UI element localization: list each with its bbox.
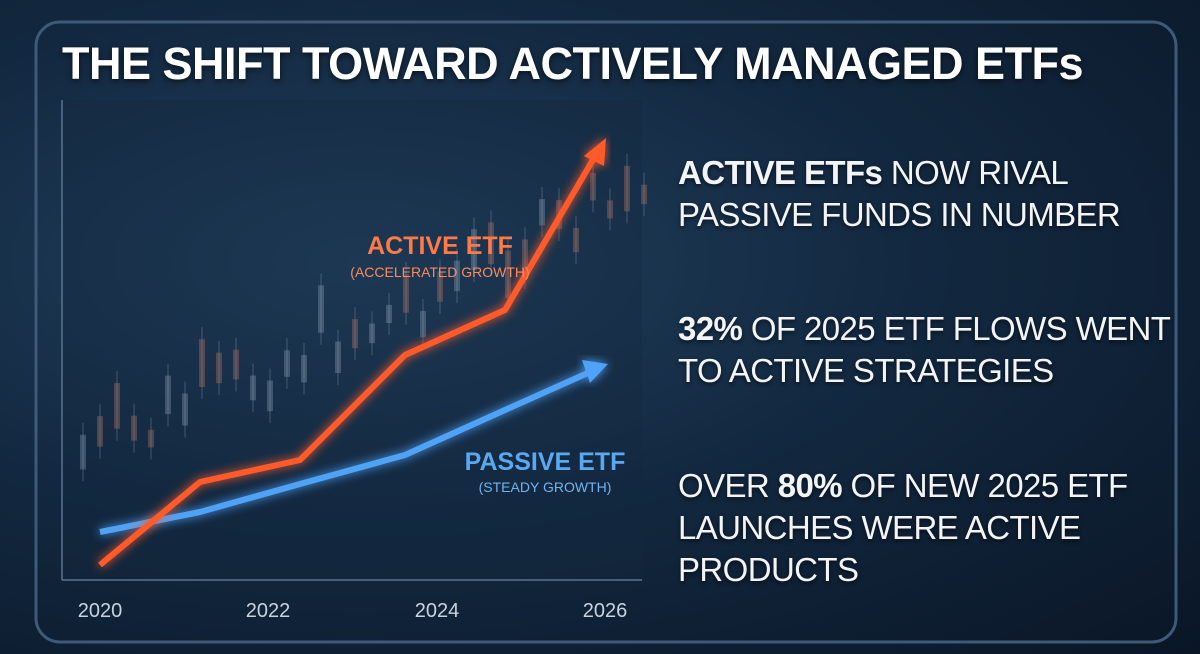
decor-candle: [488, 222, 494, 265]
point: ACTIVE ETFs NOW RIVAL PASSIVE FUNDS IN N…: [678, 152, 1178, 236]
decor-candle: [199, 339, 205, 388]
decor-candle: [97, 416, 103, 447]
active-note: (ACCELERATED GROWTH): [350, 264, 529, 280]
decor-candle: [420, 310, 426, 338]
point-text: OF NEW 2025 ETF LAUNCHES WERE ACTIVE PRO…: [678, 467, 1128, 588]
decor-candle: [250, 375, 256, 401]
decor-candle: [505, 250, 511, 299]
decor-candle: [335, 341, 341, 374]
decor-candle: [624, 165, 630, 212]
decor-candle: [165, 375, 171, 415]
x-label: 2022: [246, 600, 291, 622]
decor-candle: [607, 200, 613, 219]
passive-label: PASSIVE ETF: [465, 448, 626, 476]
x-label: 2024: [415, 600, 460, 622]
point-text: NOW RIVAL PASSIVE FUNDS IN NUMBER: [678, 154, 1121, 233]
decor-candles: [80, 153, 647, 482]
title: THE SHIFT TOWARD ACTIVELY MANAGED ETFs: [62, 38, 1084, 89]
active-label: ACTIVE ETF: [367, 232, 513, 260]
point-text: OVER: [678, 467, 770, 504]
decor-candle: [131, 415, 137, 441]
decor-candle: [386, 304, 392, 324]
decor-candle: [216, 352, 222, 384]
decor-candle: [284, 350, 290, 377]
x-label: 2020: [78, 600, 123, 622]
decor-candle: [590, 172, 596, 201]
decor-candle: [80, 434, 86, 470]
decor-candle: [539, 199, 545, 226]
decor-candle: [522, 239, 528, 277]
point-strong: 80%: [777, 467, 843, 504]
decor-candle: [352, 319, 358, 349]
active-line: [98, 156, 597, 568]
point-strong: ACTIVE ETFs: [678, 154, 883, 191]
plot-bg: [62, 100, 642, 580]
passive-note: (STEADY GROWTH): [479, 479, 612, 495]
point-strong: 32%: [678, 310, 743, 347]
x-label: 2026: [583, 600, 628, 622]
passive-arrow: [582, 360, 608, 383]
decor-candle: [148, 429, 154, 448]
decor-candle: [369, 323, 375, 344]
decor-candle: [573, 227, 579, 253]
decor-candle: [267, 380, 273, 412]
decor-candle: [437, 271, 443, 302]
decor-candle: [182, 393, 188, 426]
decor-candle: [318, 285, 324, 333]
decor-candle: [454, 260, 460, 292]
decor-candle: [471, 229, 477, 271]
frame: [34, 20, 1178, 644]
decor-candle: [641, 184, 647, 205]
decor-candle: [301, 355, 307, 383]
point-text: OF 2025 ETF FLOWS WENT TO ACTIVE STRATEG…: [678, 310, 1170, 389]
point: 32% OF 2025 ETF FLOWS WENT TO ACTIVE STR…: [678, 308, 1178, 392]
point: OVER 80% OF NEW 2025 ETF LAUNCHES WERE A…: [678, 465, 1178, 591]
passive-line: [99, 369, 592, 535]
active-arrow: [584, 138, 606, 166]
decor-candle: [233, 349, 239, 380]
decor-candle: [403, 273, 409, 313]
decor-candle: [114, 382, 120, 429]
